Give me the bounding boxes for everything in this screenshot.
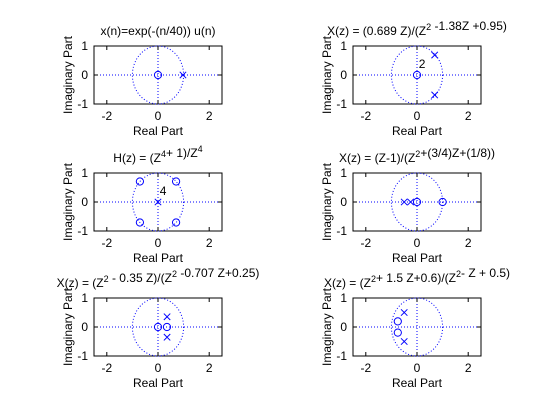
y-tick-label: 1 — [81, 166, 88, 180]
zero-marker — [412, 70, 422, 80]
y-axis-label: Imaginary Part — [320, 35, 334, 114]
pole-marker — [163, 333, 171, 341]
x-axis-label: Real Part — [392, 251, 443, 265]
y-tick-label: -1 — [77, 224, 88, 238]
pole-marker — [400, 337, 408, 346]
pole-marker — [400, 308, 408, 317]
y-tick-label: 0 — [340, 320, 347, 334]
y-tick-label: -1 — [77, 349, 88, 363]
y-tick-label: -1 — [336, 349, 347, 363]
pole-zero-plot-4: -2 0 2 -1 0 1 Real Part Imaginary Part X(z) = (Z… — [320, 146, 495, 265]
y-tick-label: 0 — [81, 195, 88, 209]
zero-marker — [438, 197, 447, 207]
x-tick-label: 0 — [414, 361, 421, 375]
pole-marker — [400, 198, 408, 206]
pole-marker — [179, 71, 187, 79]
zero-marker — [135, 218, 145, 227]
y-tick-label: 0 — [340, 195, 347, 209]
zero-marker — [171, 177, 181, 186]
x-tick-label: -2 — [101, 361, 112, 375]
y-tick-label: 0 — [81, 320, 88, 334]
y-tick-label: -1 — [336, 97, 347, 111]
zero-marker — [393, 317, 402, 326]
y-tick-label: 0 — [81, 68, 88, 82]
x-tick-label: -2 — [360, 236, 371, 250]
x-tick-label: -2 — [360, 109, 371, 123]
y-tick-label: 1 — [340, 166, 347, 180]
zero-marker — [153, 322, 163, 332]
pole-zero-plot-1: -2 0 2 -1 0 1 Real Part Imaginary Part x(n)=exp(… — [61, 24, 223, 138]
plot-title: H(z) = (Z4+ 1)/Z4 — [113, 144, 202, 165]
x-tick-label: 0 — [414, 236, 421, 250]
x-tick-label: 2 — [206, 109, 213, 123]
y-axis-label: Imaginary Part — [320, 287, 334, 366]
y-axis-label: Imaginary Part — [61, 287, 75, 366]
plot-title: X(z) = (Z-1)/(Z2+(3/4)Z+(1/8)) — [339, 146, 495, 165]
x-tick-label: 2 — [465, 361, 472, 375]
pole-zero-plot-3: -2 0 2 -1 0 1 4 Real Part Imaginary Part H(z) = (… — [61, 144, 223, 265]
pole-marker — [163, 313, 171, 321]
pole-marker — [154, 198, 162, 206]
y-axis-label: Imaginary Part — [320, 162, 334, 241]
x-tick-label: 0 — [155, 361, 162, 375]
zero-marker — [162, 322, 172, 332]
plot-title: x(n)=exp(-(n/40)) u(n) — [100, 24, 215, 38]
x-tick-label: -2 — [101, 109, 112, 123]
x-axis-label: Real Part — [133, 124, 184, 138]
pole-marker — [431, 91, 439, 99]
x-tick-label: 2 — [465, 109, 472, 123]
y-axis-label: Imaginary Part — [61, 162, 75, 241]
plot-title: X(z) = (0.689 Z)/(Z2 -1.38Z +0.95) — [327, 19, 507, 38]
y-tick-label: 1 — [340, 39, 347, 53]
pole-marker — [407, 198, 415, 206]
y-tick-label: 0 — [340, 68, 347, 82]
zero-marker — [171, 218, 181, 227]
x-tick-label: 0 — [414, 109, 421, 123]
plot-title: X(z) = (Z2 - 0.35 Z)/(Z2 -0.707 Z+0.25) — [57, 266, 260, 290]
y-tick-label: 1 — [81, 291, 88, 305]
x-tick-label: 0 — [155, 236, 162, 250]
x-tick-label: -2 — [360, 361, 371, 375]
pole-marker — [431, 51, 439, 59]
x-axis-label: Real Part — [133, 251, 184, 265]
y-tick-label: 1 — [340, 291, 347, 305]
x-axis-label: Real Part — [133, 376, 184, 390]
y-tick-label: 1 — [81, 39, 88, 53]
multiplicity-label: 2 — [419, 57, 426, 71]
y-tick-label: -1 — [336, 224, 347, 238]
x-tick-label: 0 — [155, 109, 162, 123]
x-axis-label: Real Part — [392, 376, 443, 390]
y-axis-label: Imaginary Part — [61, 35, 75, 114]
zero-marker — [393, 328, 402, 337]
x-tick-label: 2 — [206, 236, 213, 250]
x-axis-label: Real Part — [392, 124, 443, 138]
zero-marker — [412, 197, 422, 207]
x-tick-label: 2 — [206, 361, 213, 375]
multiplicity-label: 4 — [160, 184, 167, 198]
x-tick-label: 2 — [465, 236, 472, 250]
plot-title: X(z) = (Z2+ 1.5 Z+0.6)/(Z2- Z + 0.5) — [324, 266, 510, 290]
x-tick-label: -2 — [101, 236, 112, 250]
zero-marker — [153, 70, 163, 80]
y-tick-label: -1 — [77, 97, 88, 111]
zero-marker — [135, 177, 145, 186]
